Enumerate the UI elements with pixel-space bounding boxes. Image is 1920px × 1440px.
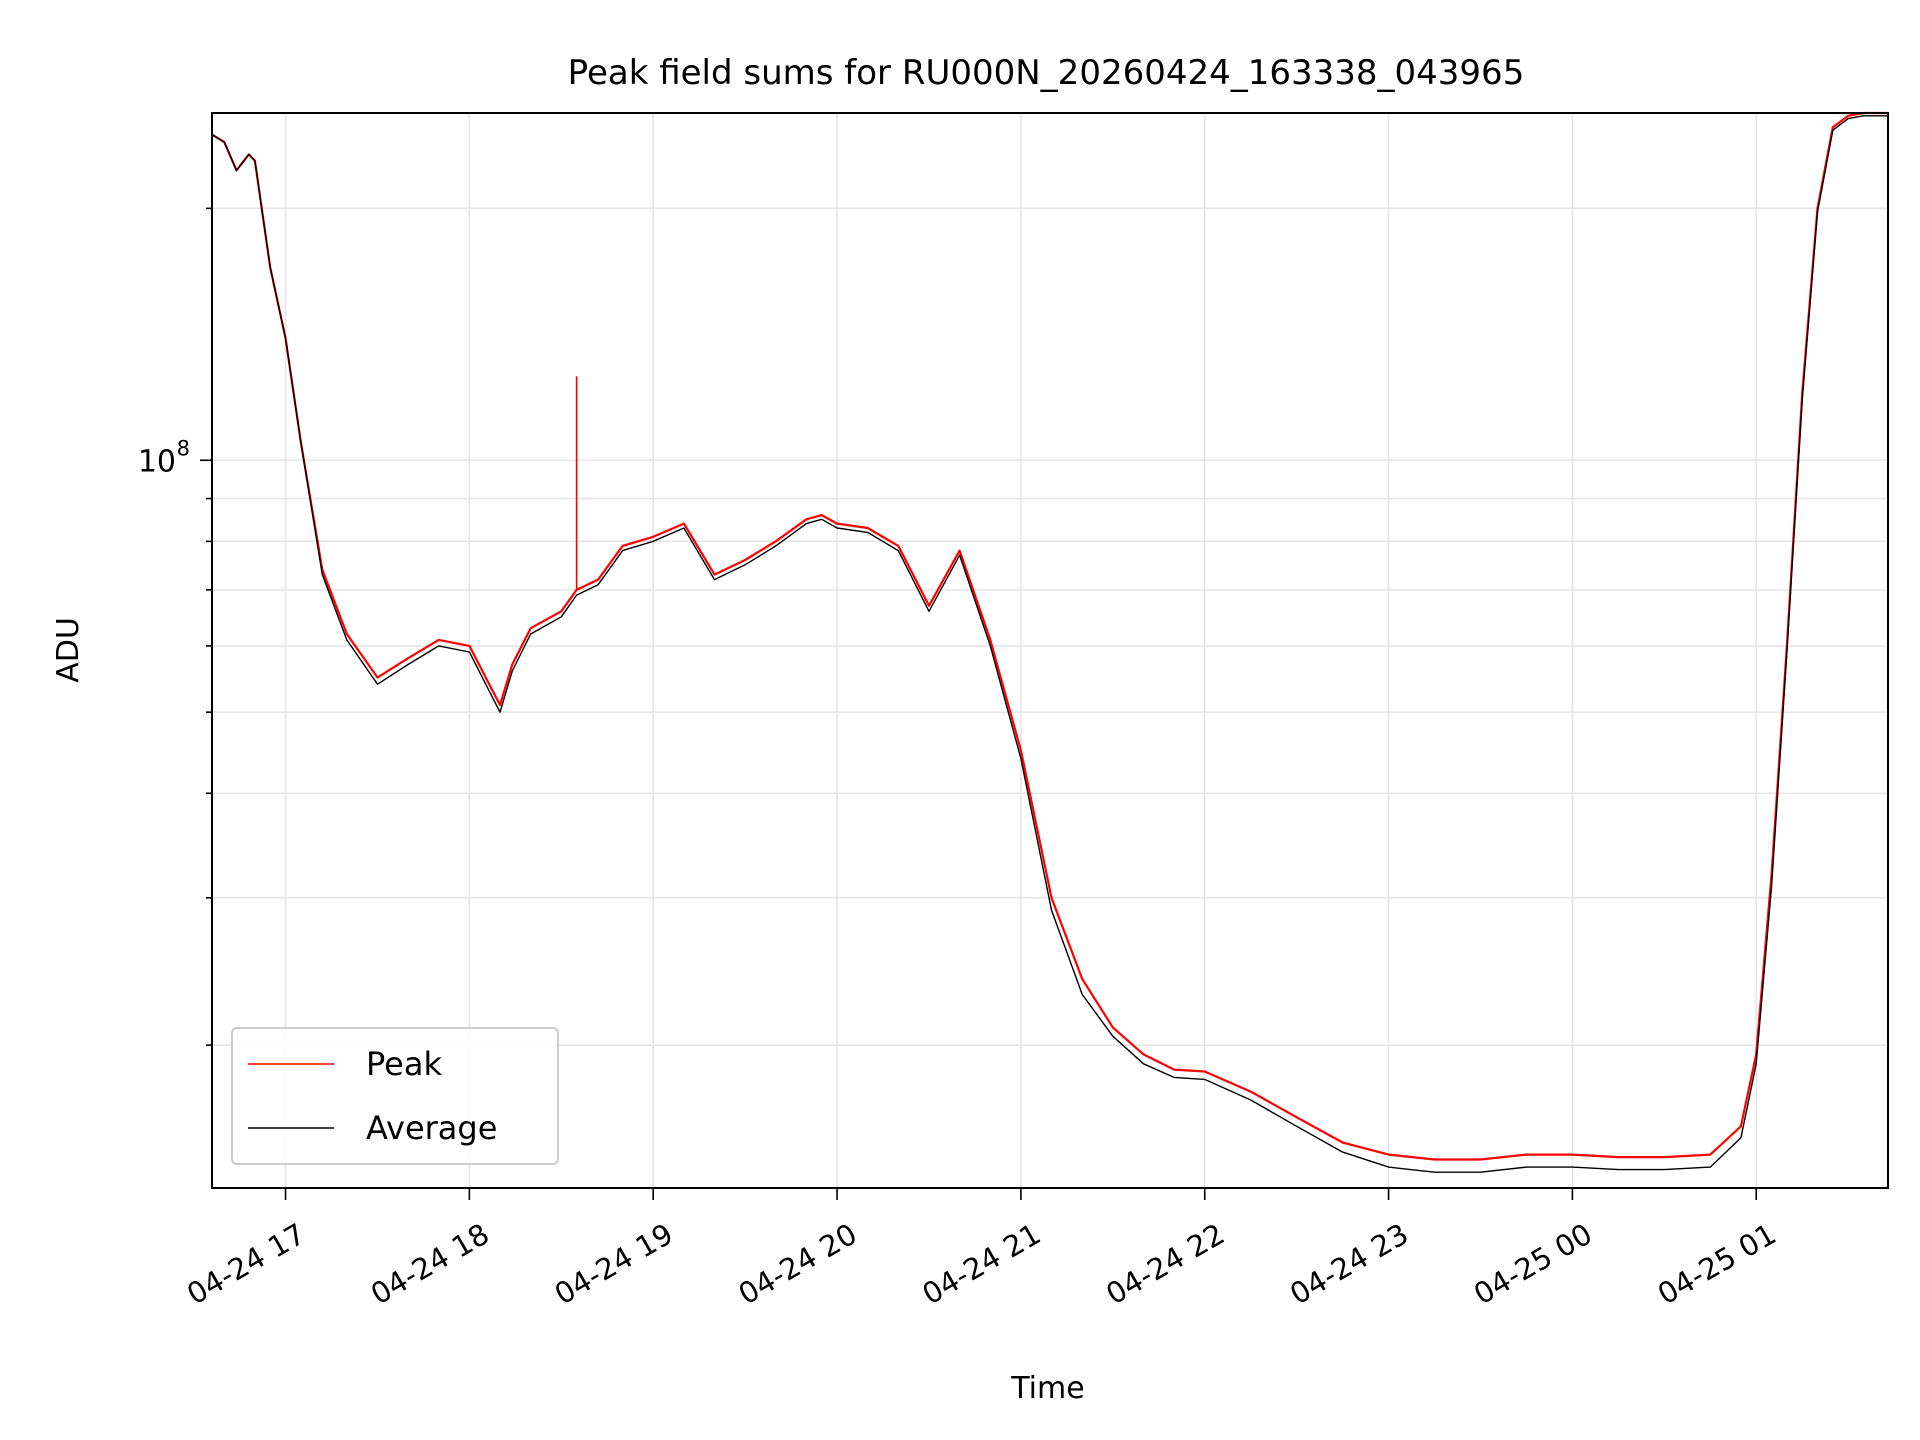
series-line-peak	[211, 111, 1888, 1161]
legend-label-peak: Peak	[366, 1045, 442, 1083]
plot-area	[211, 111, 1888, 1173]
legend-label-average: Average	[366, 1109, 497, 1147]
legend: Peak Average	[231, 1027, 559, 1165]
y-axis-label: ADU	[51, 617, 86, 683]
y-tick-label-exponent: 8	[177, 436, 190, 460]
y-tick-label-base: 10	[138, 444, 176, 479]
chart-title: Peak field sums for RU000N_20260424_1633…	[568, 53, 1525, 93]
plot-frame	[211, 112, 1889, 1189]
x-axis-label: Time	[1010, 1371, 1084, 1406]
grid-lines	[212, 113, 1888, 1188]
y-tick-label: 10	[138, 444, 176, 479]
legend-box	[231, 1027, 559, 1165]
series-line-average	[211, 115, 1888, 1173]
